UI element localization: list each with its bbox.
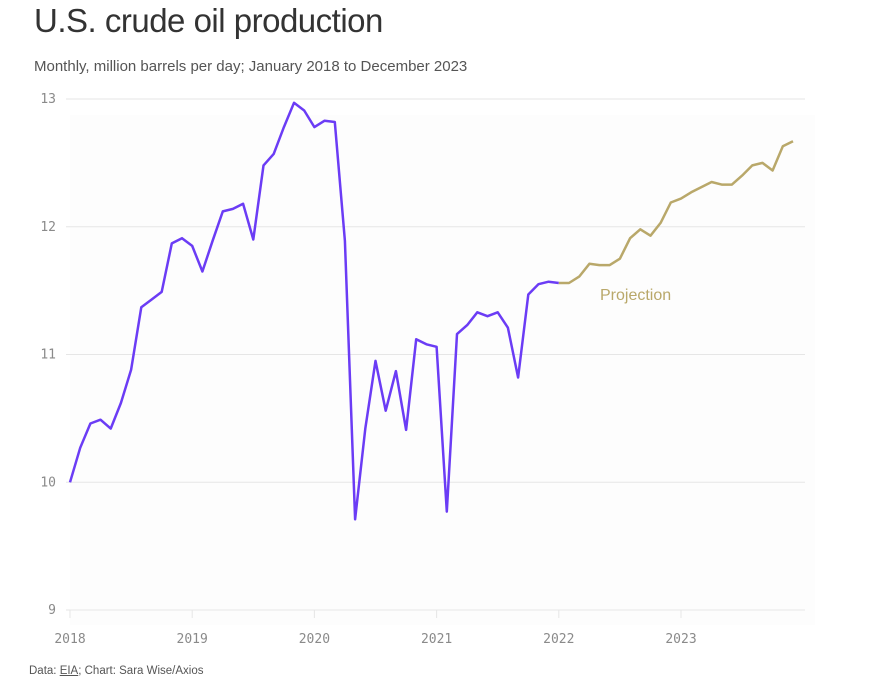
source-note: Data: EIA; Chart: Sara Wise/Axios <box>29 665 204 677</box>
actual-series-line <box>68 101 559 521</box>
x-tick-label: 2023 <box>665 632 696 647</box>
source-prefix: Data: <box>29 665 60 677</box>
y-tick-label: 13 <box>40 92 56 107</box>
x-tick-label: 2020 <box>299 632 330 647</box>
x-tick-label: 2019 <box>177 632 208 647</box>
source-link[interactable]: EIA <box>59 665 79 677</box>
y-tick-label: 10 <box>40 475 56 490</box>
source-credit: ; Chart: Sara Wise/Axios <box>78 665 204 677</box>
projection-annotation: Projection <box>600 287 671 304</box>
chart-subtitle: Monthly, million barrels per day; Januar… <box>34 58 468 75</box>
x-tick-label: 2021 <box>421 632 452 647</box>
plot-background <box>70 115 815 625</box>
x-tick-label: 2018 <box>54 632 85 647</box>
y-tick-label: 9 <box>48 603 56 618</box>
chart-title: U.S. crude oil production <box>34 2 383 39</box>
y-tick-label: 12 <box>40 220 56 235</box>
y-tick-label: 11 <box>40 348 56 363</box>
projection-series-line <box>558 140 794 285</box>
x-tick-label: 2022 <box>543 632 574 647</box>
